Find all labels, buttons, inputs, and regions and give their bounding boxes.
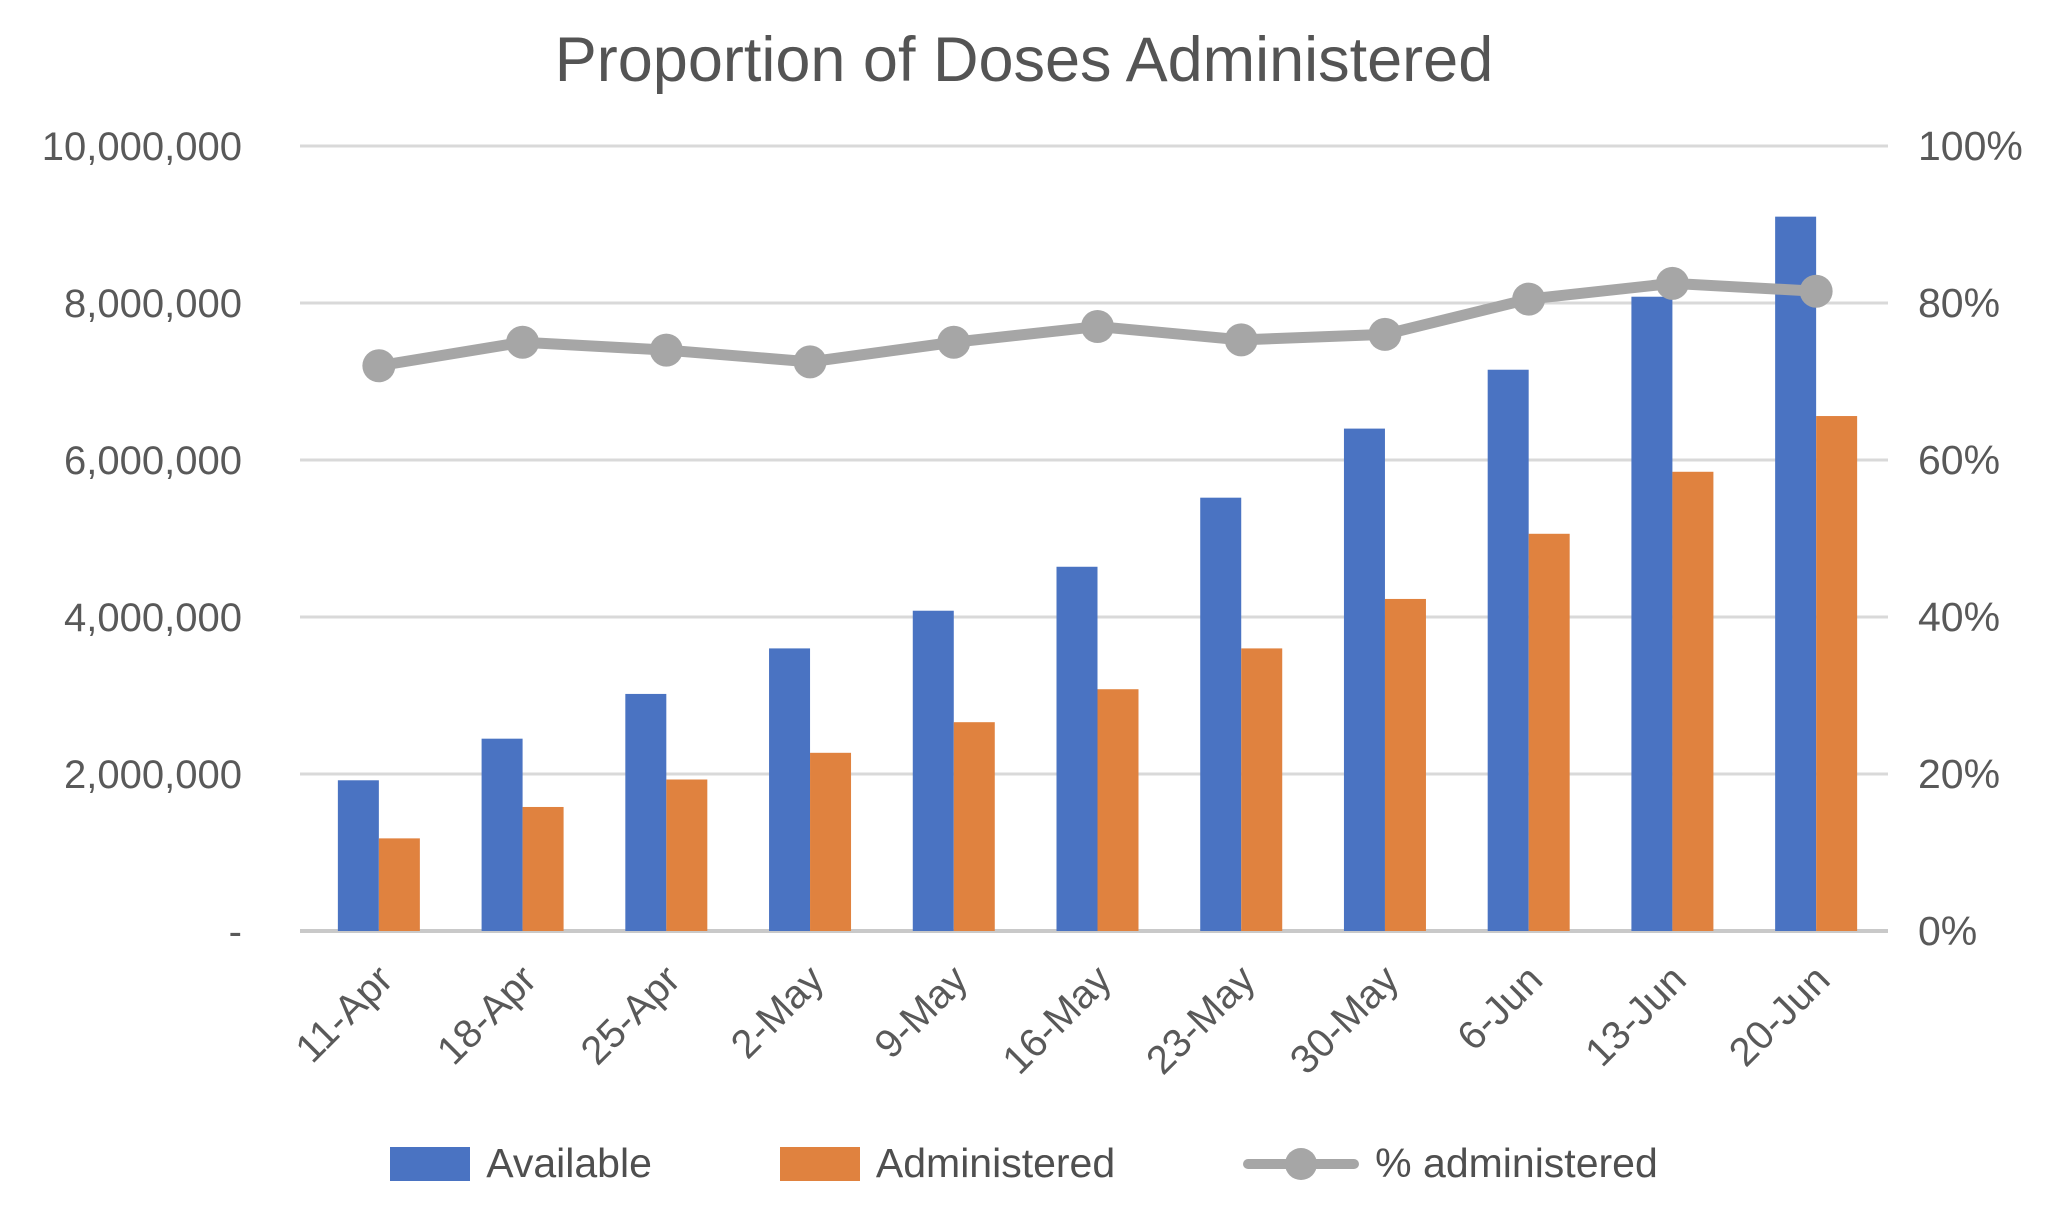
pct-marker bbox=[1512, 282, 1546, 316]
bar-available bbox=[337, 780, 379, 931]
y-right-tick-label: 20% bbox=[1918, 751, 2000, 797]
bar-administered bbox=[378, 838, 420, 931]
y-left-tick-label: 2,000,000 bbox=[64, 753, 242, 797]
pct-marker bbox=[1368, 317, 1402, 351]
pct-marker bbox=[649, 333, 683, 367]
line-marker-icon bbox=[1243, 1144, 1360, 1184]
bar-administered bbox=[666, 779, 708, 931]
x-tick-label: 11-Apr bbox=[287, 957, 401, 1071]
bar-available bbox=[1200, 497, 1242, 931]
legend-label-administered: Administered bbox=[875, 1140, 1116, 1186]
chart-title: Proportion of Doses Administered bbox=[554, 25, 1494, 95]
bar-available bbox=[1487, 369, 1529, 932]
pct-marker bbox=[362, 349, 396, 383]
y-right-tick-label: 100% bbox=[1918, 123, 2023, 169]
bar-administered bbox=[1816, 416, 1858, 931]
y-left-tick-label: - bbox=[229, 910, 242, 954]
x-tick-label: 9-May bbox=[866, 957, 976, 1067]
x-tick-label: 6-Jun bbox=[1449, 957, 1551, 1059]
x-tick-label: 13-Jun bbox=[1577, 957, 1695, 1075]
pct-marker bbox=[1655, 266, 1689, 300]
x-tick-label: 18-Apr bbox=[429, 957, 545, 1073]
y-left-tick-label: 4,000,000 bbox=[64, 596, 242, 640]
bar-available bbox=[1056, 566, 1098, 931]
bar-available bbox=[1775, 216, 1817, 931]
pct-marker bbox=[1224, 323, 1258, 357]
y-left-tick-label: 10,000,000 bbox=[42, 125, 242, 169]
bar-administered bbox=[1672, 471, 1714, 931]
pct-marker bbox=[793, 345, 827, 379]
x-tick-label: 23-May bbox=[1138, 957, 1263, 1082]
y-right-tick-label: 60% bbox=[1918, 437, 2000, 483]
bar-available bbox=[1631, 296, 1673, 932]
legend-item-administered: Administered bbox=[779, 1140, 1116, 1187]
x-tick-label: 25-Apr bbox=[573, 957, 689, 1073]
administered-swatch-icon bbox=[779, 1146, 860, 1181]
y-right-tick-label: 80% bbox=[1918, 280, 2000, 326]
bar-administered bbox=[1384, 598, 1426, 931]
y-left-tick-label: 6,000,000 bbox=[64, 439, 242, 483]
y-right-tick-label: 0% bbox=[1918, 908, 1977, 954]
chart-legend: Available Administered % administered bbox=[0, 1140, 2048, 1187]
bar-available bbox=[912, 610, 954, 931]
pct-marker bbox=[506, 325, 540, 359]
y-left-tick-label: 8,000,000 bbox=[64, 282, 242, 326]
bar-administered bbox=[1528, 533, 1570, 931]
pct-marker bbox=[937, 325, 971, 359]
bar-available bbox=[1343, 428, 1385, 931]
y-right-tick-label: 40% bbox=[1918, 594, 2000, 640]
x-tick-label: 2-May bbox=[723, 957, 833, 1067]
bar-administered bbox=[1097, 689, 1139, 931]
pct-marker bbox=[1081, 310, 1114, 344]
bar-available bbox=[625, 693, 667, 931]
legend-label-pct-administered: % administered bbox=[1375, 1140, 1658, 1186]
x-tick-label: 20-Jun bbox=[1721, 957, 1839, 1075]
x-tick-label: 16-May bbox=[994, 957, 1119, 1082]
x-tick-label: 30-May bbox=[1282, 957, 1407, 1082]
legend-item-pct-administered: % administered bbox=[1243, 1140, 1658, 1187]
bar-available bbox=[769, 648, 811, 931]
bar-administered bbox=[1241, 648, 1283, 931]
bar-administered bbox=[953, 722, 995, 931]
bar-administered bbox=[810, 752, 852, 931]
bar-administered bbox=[522, 806, 564, 931]
bar-available bbox=[481, 738, 523, 931]
legend-label-available: Available bbox=[486, 1140, 652, 1186]
legend-item-available: Available bbox=[390, 1140, 652, 1187]
pct-marker bbox=[1799, 274, 1833, 308]
available-swatch-icon bbox=[390, 1146, 471, 1181]
